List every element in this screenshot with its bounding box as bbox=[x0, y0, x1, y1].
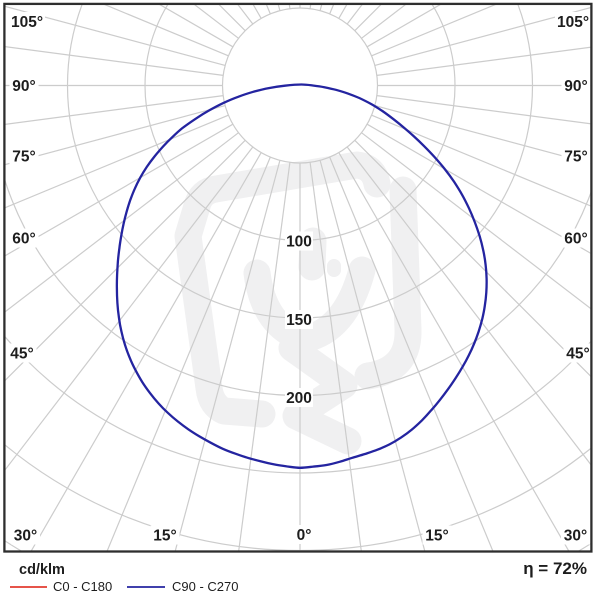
svg-text:15°: 15° bbox=[153, 528, 176, 545]
svg-text:90°: 90° bbox=[12, 78, 35, 95]
svg-text:15°: 15° bbox=[425, 528, 448, 545]
svg-text:60°: 60° bbox=[12, 231, 35, 248]
svg-text:150: 150 bbox=[286, 312, 312, 329]
svg-text:105°: 105° bbox=[11, 14, 43, 31]
svg-text:0°: 0° bbox=[297, 527, 312, 544]
svg-text:C0 - C180: C0 - C180 bbox=[53, 579, 112, 594]
svg-text:200: 200 bbox=[286, 390, 312, 407]
svg-text:75°: 75° bbox=[12, 149, 35, 166]
svg-text:C90 - C270: C90 - C270 bbox=[172, 579, 238, 594]
svg-text:cd/klm: cd/klm bbox=[19, 562, 65, 578]
svg-text:45°: 45° bbox=[10, 346, 33, 363]
svg-text:30°: 30° bbox=[564, 528, 587, 545]
svg-text:105°: 105° bbox=[557, 14, 589, 31]
svg-text:75°: 75° bbox=[564, 149, 587, 166]
svg-text:η = 72%: η = 72% bbox=[523, 559, 587, 578]
svg-text:30°: 30° bbox=[14, 528, 37, 545]
svg-text:45°: 45° bbox=[566, 346, 589, 363]
svg-text:60°: 60° bbox=[564, 231, 587, 248]
svg-text:100: 100 bbox=[286, 234, 312, 251]
svg-text:90°: 90° bbox=[564, 78, 587, 95]
